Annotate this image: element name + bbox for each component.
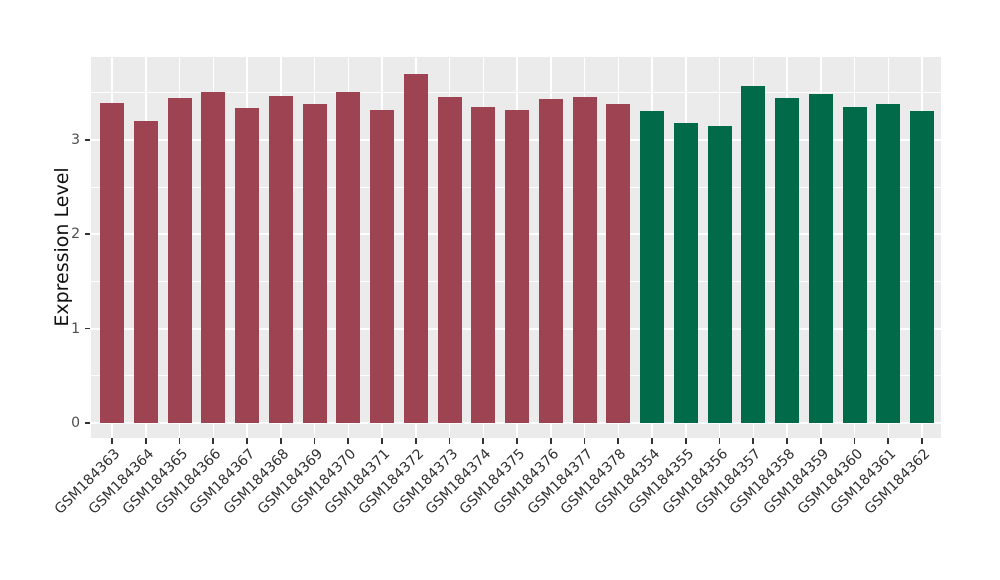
bar-GSM184354 xyxy=(640,111,664,423)
x-tick xyxy=(853,438,856,444)
bar-GSM184367 xyxy=(235,107,259,423)
y-tick-label: 3 xyxy=(71,131,80,148)
bar-GSM184373 xyxy=(437,97,462,423)
y-tick xyxy=(85,233,90,235)
bar-GSM184356 xyxy=(707,125,732,423)
bar-GSM184365 xyxy=(167,98,192,423)
bar-GSM184372 xyxy=(403,73,428,423)
bar-GSM184358 xyxy=(775,98,799,423)
y-tick-label: 0 xyxy=(71,415,80,431)
y-tick xyxy=(85,422,90,424)
x-tick xyxy=(752,438,755,444)
bar-GSM184368 xyxy=(268,96,293,423)
x-tick xyxy=(921,438,923,444)
bar-GSM184375 xyxy=(505,109,529,423)
bar-GSM184355 xyxy=(673,122,698,423)
bar-GSM184363 xyxy=(100,102,124,423)
x-tick xyxy=(246,438,248,444)
bar-GSM184360 xyxy=(842,106,867,423)
x-tick xyxy=(718,438,721,444)
x-tick xyxy=(684,438,687,444)
bar-GSM184378 xyxy=(606,103,631,423)
x-tick xyxy=(617,438,620,444)
bar-GSM184361 xyxy=(876,103,901,423)
x-tick xyxy=(144,438,147,444)
x-tick xyxy=(482,438,485,444)
x-tick xyxy=(414,438,417,444)
bar-GSM184362 xyxy=(910,111,934,423)
bar-GSM184376 xyxy=(538,99,563,423)
y-tick xyxy=(85,139,90,141)
bar-GSM184374 xyxy=(471,106,496,423)
y-axis-title: Expression Level xyxy=(51,167,73,327)
x-tick xyxy=(819,438,822,444)
x-tick xyxy=(651,438,653,444)
x-tick xyxy=(347,438,350,444)
bar-GSM184377 xyxy=(572,97,597,423)
minor-gridline xyxy=(90,92,941,94)
x-tick xyxy=(279,438,282,444)
x-tick xyxy=(786,438,788,444)
x-tick xyxy=(583,438,586,444)
y-tick-label: 2 xyxy=(71,226,80,243)
x-tick xyxy=(313,438,316,444)
y-tick xyxy=(85,327,90,330)
x-tick xyxy=(212,438,215,444)
x-tick xyxy=(178,438,181,444)
bar-GSM184359 xyxy=(808,93,833,423)
bar-GSM184371 xyxy=(370,109,394,423)
bar-GSM184366 xyxy=(201,91,226,423)
bar-GSM184364 xyxy=(133,120,158,423)
bar-GSM184370 xyxy=(336,91,361,423)
x-tick xyxy=(448,438,451,444)
major-gridline xyxy=(90,422,941,424)
x-tick xyxy=(549,438,552,444)
x-tick xyxy=(887,438,890,444)
x-tick xyxy=(111,438,113,444)
x-tick xyxy=(381,438,383,444)
bar-GSM184357 xyxy=(741,85,766,423)
plot-panel xyxy=(90,57,941,438)
x-tick xyxy=(516,438,518,444)
y-tick-label: 1 xyxy=(71,320,80,337)
bar-GSM184369 xyxy=(302,103,327,423)
